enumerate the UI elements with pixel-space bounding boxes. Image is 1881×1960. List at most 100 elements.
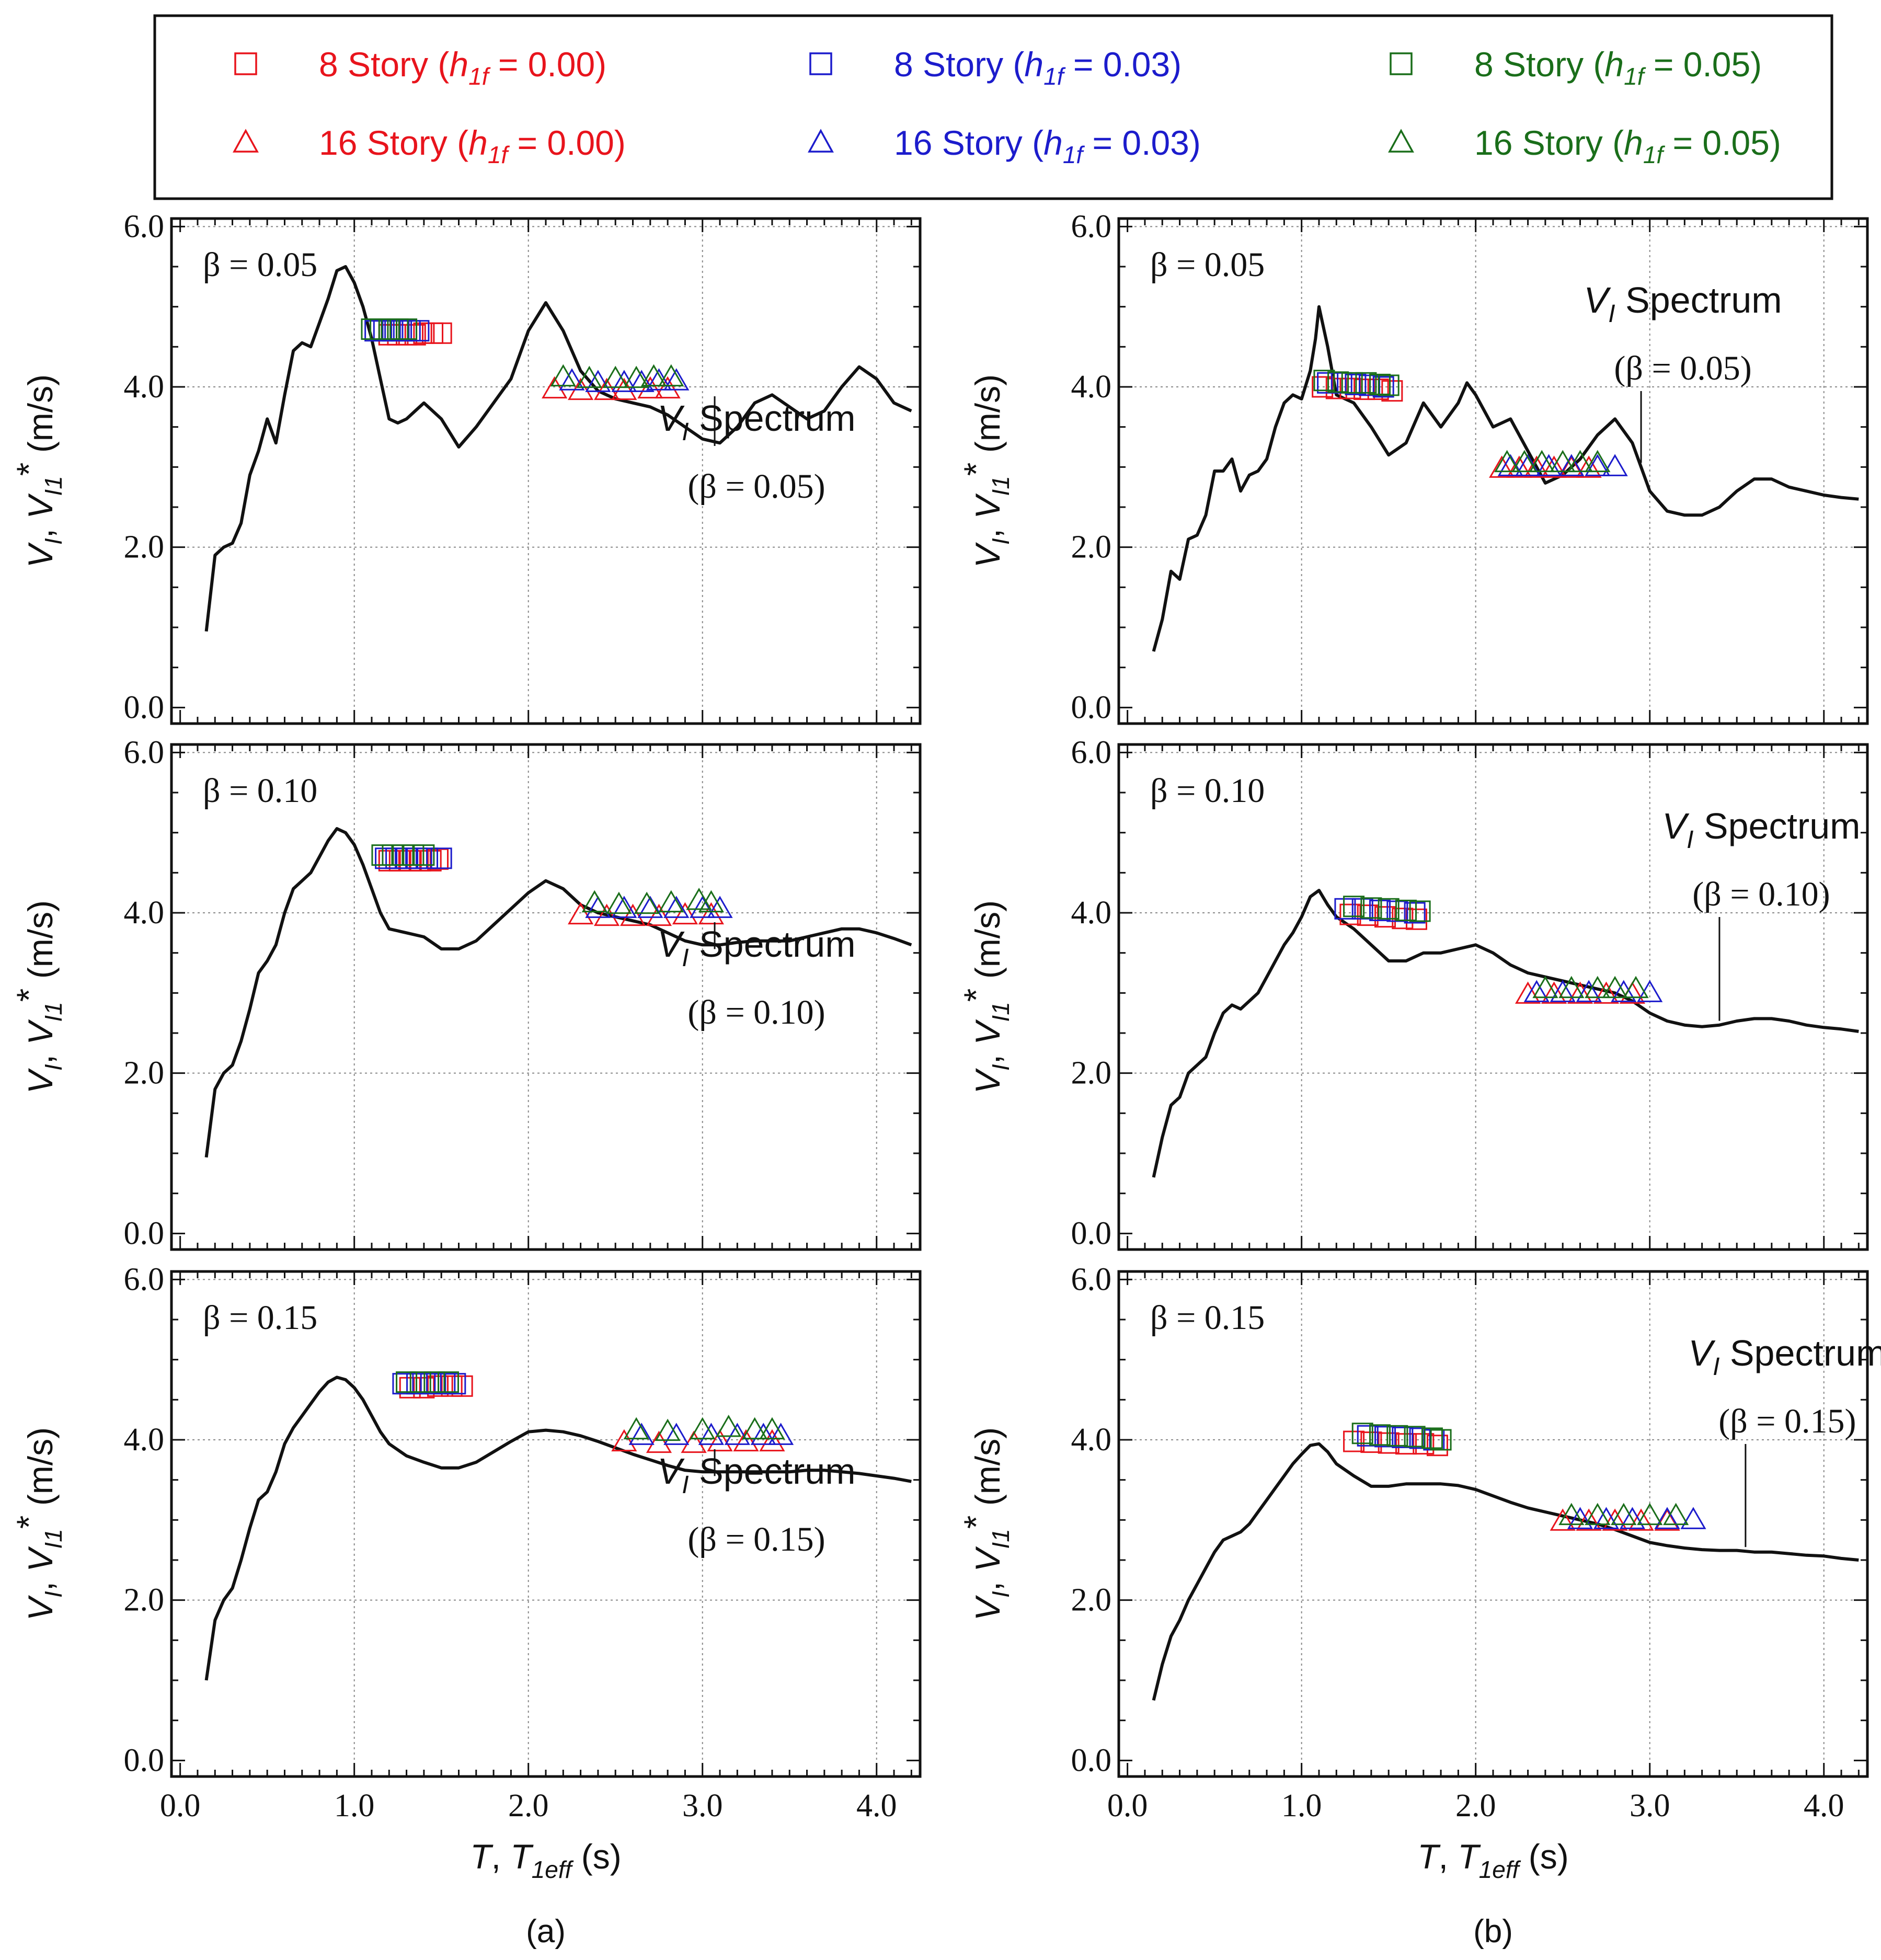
y-tick-label: 4.0: [1071, 895, 1112, 931]
data-point-triangle: [1654, 1507, 1680, 1529]
column-labels: (a) (b): [526, 1913, 1513, 1950]
legend-entry-label: 8 Story (h1f = 0.00): [319, 45, 606, 90]
data-point-square: [1378, 898, 1400, 920]
data-point-triangle: [1494, 450, 1520, 473]
data-point-triangle: [1567, 981, 1593, 1004]
data-point-square: [1343, 896, 1365, 918]
data-point-triangle: [716, 1415, 742, 1437]
data-point-triangle: [646, 903, 672, 926]
x-axis-title: T, T1eff (s): [470, 1837, 621, 1883]
y-tick-label: 6.0: [1071, 209, 1112, 244]
data-point-triangle: [646, 368, 672, 391]
data-point-square: [409, 1371, 431, 1393]
data-point-triangle: [1515, 981, 1541, 1004]
y-tick-label: 6.0: [1071, 1262, 1112, 1297]
data-point-triangle: [1576, 1508, 1602, 1531]
data-point-triangle: [585, 370, 611, 392]
spectrum-annotation: VI Spectrum: [658, 924, 856, 972]
data-point-triangle: [637, 896, 663, 918]
y-tick-label: 4.0: [1071, 1422, 1112, 1458]
data-point-square: [1360, 897, 1382, 919]
data-point-square: [1386, 900, 1408, 922]
data-point-square: [1426, 1435, 1448, 1457]
y-axis-title: VI, VI1* (m/s): [957, 374, 1014, 568]
data-point-square: [408, 320, 430, 342]
data-point-triangle: [1489, 455, 1515, 478]
x-tick-label: 2.0: [508, 1788, 549, 1824]
data-point-triangle: [1585, 976, 1611, 999]
data-point-triangle: [663, 368, 690, 391]
data-point-square: [1374, 1426, 1396, 1448]
data-point-triangle: [634, 891, 660, 914]
y-tick-label: 2.0: [1071, 1056, 1112, 1091]
data-point-triangle: [611, 896, 637, 918]
y-axis-title: VI, VI1* (m/s): [9, 1427, 67, 1621]
data-point-triangle: [1654, 1508, 1680, 1531]
data-point-square: [423, 1371, 445, 1393]
data-point-square: [1313, 370, 1335, 392]
data-point-square: [1355, 372, 1377, 394]
data-point-square: [444, 1373, 466, 1395]
data-point-triangle: [1541, 981, 1567, 1004]
data-point-triangle: [1532, 976, 1558, 999]
data-point-triangle: [628, 370, 655, 392]
data-point-square: [1404, 1426, 1426, 1448]
data-point-square: [1409, 900, 1431, 922]
y-tick-label: 6.0: [124, 735, 165, 770]
data-point-square: [1409, 1427, 1431, 1449]
data-point-triangle: [1623, 976, 1649, 999]
data-point-triangle: [681, 1430, 707, 1453]
data-point-square: [438, 1371, 460, 1393]
data-point-square: [1351, 1423, 1373, 1445]
data-point-triangle: [1585, 450, 1611, 473]
data-point-triangle: [542, 376, 568, 399]
data-point-triangle: [646, 1430, 672, 1453]
legend-entry-label: 16 Story (h1f = 0.05): [1474, 123, 1781, 168]
y-tick-label: 0.0: [1071, 690, 1112, 725]
data-point-triangle: [1558, 1503, 1585, 1526]
data-point-triangle: [724, 1423, 750, 1445]
spectrum-line: [204, 827, 912, 1158]
panel-a3: 0.0 2.0 4.0 6.0 0.0 1.0 2.0 3.0 4.0 T, T1eff (s) V…: [9, 1262, 922, 1883]
data-point-triangle: [759, 1429, 785, 1452]
x-tick-label: 1.0: [1281, 1788, 1322, 1824]
data-point-triangle: [1558, 976, 1585, 999]
data-point-square: [417, 847, 439, 869]
data-point-triangle: [623, 365, 649, 388]
data-point-triangle: [1602, 976, 1628, 999]
panel-a2: 0.0 2.0 4.0 6.0 VI, VI1* (m/s) β = 0.10 VI Spe…: [9, 735, 922, 1251]
data-point-triangle: [658, 890, 684, 913]
data-point-triangle: [1593, 981, 1620, 1004]
y-tick-label: 0.0: [124, 1743, 165, 1778]
data-point-triangle: [1637, 1503, 1663, 1526]
data-point-triangle: [1567, 450, 1593, 473]
data-point-triangle: [1550, 980, 1576, 1002]
panels: 0.0 2.0 4.0 6.0 VI, VI1* (m/s) β = 0.05 VI Spe…: [9, 209, 1881, 1883]
data-point-triangle: [1506, 455, 1532, 478]
data-point-triangle: [640, 364, 667, 387]
y-tick-label: 0.0: [1071, 1743, 1112, 1778]
data-point-square: [1369, 899, 1391, 921]
spectrum-annotation-beta: (β = 0.15): [1718, 1402, 1856, 1440]
data-point-triangle: [663, 1423, 690, 1445]
beta-label: β = 0.05: [1150, 246, 1265, 284]
legend-marker-triangle: [808, 129, 834, 153]
spectrum-line: [1152, 889, 1859, 1178]
panel-b2: 0.0 2.0 4.0 6.0 VI, VI1* (m/s) β = 0.10 VI Spe…: [957, 735, 1869, 1251]
data-point-square: [1392, 1426, 1414, 1448]
data-point-triangle: [707, 896, 733, 918]
data-point-triangle: [655, 376, 681, 399]
spectrum-annotation: VI Spectrum: [1688, 1333, 1881, 1381]
spectrum-annotation-beta: (β = 0.10): [687, 993, 825, 1031]
data-point-triangle: [559, 368, 585, 391]
data-point-square: [1386, 1425, 1408, 1447]
x-tick-label: 0.0: [1107, 1788, 1148, 1824]
data-point-square: [404, 324, 426, 346]
y-tick-label: 2.0: [1071, 1583, 1112, 1618]
data-point-triangle: [1541, 455, 1567, 478]
y-tick-label: 0.0: [124, 1216, 165, 1251]
x-tick-label: 3.0: [1630, 1788, 1670, 1824]
spectrum-line: [204, 265, 912, 632]
